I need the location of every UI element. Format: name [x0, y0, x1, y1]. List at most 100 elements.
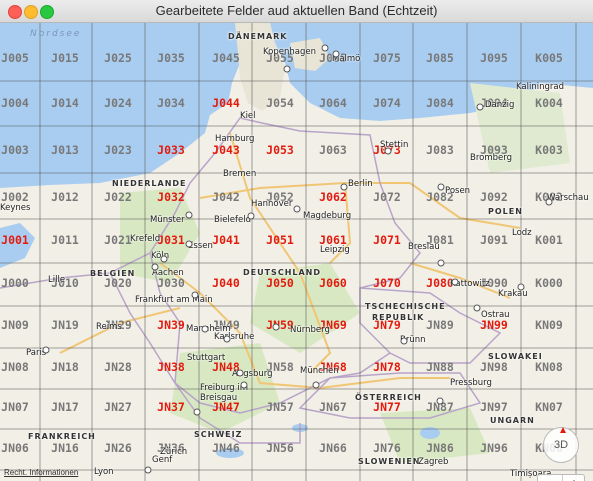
grid-square-label[interactable]: K004	[535, 96, 563, 110]
grid-square-label[interactable]: J062	[319, 190, 347, 204]
grid-square-label[interactable]: K003	[535, 143, 563, 157]
grid-square-label[interactable]: JN96	[480, 441, 508, 455]
grid-square-label[interactable]: JN57	[266, 400, 294, 414]
grid-square-label[interactable]: J034	[157, 96, 185, 110]
grid-square-label[interactable]: J081	[426, 233, 454, 247]
grid-square-label[interactable]: J025	[104, 51, 132, 65]
grid-square-label[interactable]: J063	[319, 143, 347, 157]
grid-square-label[interactable]: J033	[157, 143, 185, 157]
grid-square-label[interactable]: J020	[104, 276, 132, 290]
grid-square-label[interactable]: JN07	[1, 400, 29, 414]
grid-square-label[interactable]: J071	[373, 233, 401, 247]
grid-square-label[interactable]: J010	[51, 276, 79, 290]
grid-square-label[interactable]: J080	[426, 276, 454, 290]
grid-square-label[interactable]: J085	[426, 51, 454, 65]
grid-square-label[interactable]: KN09	[535, 318, 563, 332]
grid-square-label[interactable]: J002	[1, 190, 29, 204]
grid-square-label[interactable]: J095	[480, 51, 508, 65]
grid-square-label[interactable]: J023	[104, 143, 132, 157]
grid-square-label[interactable]: JN38	[157, 360, 185, 374]
grid-square-label[interactable]: J000	[1, 276, 29, 290]
grid-square-label[interactable]: J054	[266, 96, 294, 110]
grid-square-label[interactable]: J005	[1, 51, 29, 65]
grid-square-label[interactable]: JN29	[104, 318, 132, 332]
grid-square-label[interactable]: J064	[319, 96, 347, 110]
grid-square-label[interactable]: J092	[480, 190, 508, 204]
grid-square-label[interactable]: J091	[480, 233, 508, 247]
grid-square-label[interactable]: J024	[104, 96, 132, 110]
grid-square-label[interactable]: J051	[266, 233, 294, 247]
grid-square-label[interactable]: JN68	[319, 360, 347, 374]
grid-square-label[interactable]: J035	[157, 51, 185, 65]
grid-square-label[interactable]: J083	[426, 143, 454, 157]
grid-square-label[interactable]: J004	[1, 96, 29, 110]
maximize-button[interactable]	[40, 5, 54, 19]
grid-square-label[interactable]: JN27	[104, 400, 132, 414]
grid-square-label[interactable]: JN58	[266, 360, 294, 374]
grid-square-label[interactable]: J075	[373, 51, 401, 65]
grid-square-label[interactable]: JN17	[51, 400, 79, 414]
grid-square-label[interactable]: J041	[212, 233, 240, 247]
grid-square-label[interactable]: J021	[104, 233, 132, 247]
grid-square-label[interactable]: J014	[51, 96, 79, 110]
grid-square-label[interactable]: J040	[212, 276, 240, 290]
grid-square-label[interactable]: JN87	[426, 400, 454, 414]
grid-square-label[interactable]: JN28	[104, 360, 132, 374]
grid-square-label[interactable]: JN48	[212, 360, 240, 374]
grid-square-label[interactable]: J015	[51, 51, 79, 65]
grid-square-label[interactable]: J022	[104, 190, 132, 204]
grid-square-label[interactable]: JN19	[51, 318, 79, 332]
grid-square-label[interactable]: JN09	[1, 318, 29, 332]
grid-square-label[interactable]: J044	[212, 96, 240, 110]
zoom-out-button[interactable]: −	[538, 475, 563, 481]
grid-square-label[interactable]: JN06	[1, 441, 29, 455]
grid-square-label[interactable]: JN86	[426, 441, 454, 455]
grid-square-label[interactable]: J032	[157, 190, 185, 204]
grid-square-label[interactable]: JN08	[1, 360, 29, 374]
grid-square-label[interactable]: JN37	[157, 400, 185, 414]
grid-square-label[interactable]: KN07	[535, 400, 563, 414]
grid-square-label[interactable]: JN39	[157, 318, 185, 332]
grid-square-label[interactable]: J060	[319, 276, 347, 290]
minimize-button[interactable]	[24, 5, 38, 19]
grid-square-label[interactable]: J072	[373, 190, 401, 204]
grid-square-label[interactable]: JN99	[480, 318, 508, 332]
grid-square-label[interactable]: JN18	[51, 360, 79, 374]
grid-square-label[interactable]: JN77	[373, 400, 401, 414]
grid-square-label[interactable]: J094	[480, 96, 508, 110]
grid-square-label[interactable]: JN98	[480, 360, 508, 374]
grid-square-label[interactable]: J074	[373, 96, 401, 110]
grid-square-label[interactable]: J052	[266, 190, 294, 204]
grid-square-label[interactable]: JN46	[212, 441, 240, 455]
grid-square-label[interactable]: J082	[426, 190, 454, 204]
grid-square-label[interactable]: JN97	[480, 400, 508, 414]
grid-square-label[interactable]: JN79	[373, 318, 401, 332]
grid-square-label[interactable]: JN47	[212, 400, 240, 414]
grid-square-label[interactable]: J090	[480, 276, 508, 290]
grid-square-label[interactable]: KN08	[535, 360, 563, 374]
grid-square-label[interactable]: J030	[157, 276, 185, 290]
grid-square-label[interactable]: JN88	[426, 360, 454, 374]
grid-square-label[interactable]: J065	[319, 51, 347, 65]
grid-square-label[interactable]: J043	[212, 143, 240, 157]
grid-square-label[interactable]: JN16	[51, 441, 79, 455]
map-view[interactable]: J005 J015 J025 J035 J045 J055 J065 J075 J085 J095…	[0, 23, 593, 481]
grid-square-label[interactable]: J031	[157, 233, 185, 247]
zoom-in-button[interactable]: +	[562, 475, 586, 481]
grid-square-label[interactable]: JN76	[373, 441, 401, 455]
grid-square-label[interactable]: J011	[51, 233, 79, 247]
close-button[interactable]	[8, 5, 22, 19]
grid-square-label[interactable]: J055	[266, 51, 294, 65]
grid-square-label[interactable]: K005	[535, 51, 563, 65]
grid-square-label[interactable]: K002	[535, 190, 563, 204]
grid-square-label[interactable]: J093	[480, 143, 508, 157]
grid-square-label[interactable]: J003	[1, 143, 29, 157]
grid-square-label[interactable]: JN56	[266, 441, 294, 455]
grid-square-label[interactable]: J061	[319, 233, 347, 247]
grid-square-label[interactable]: K001	[535, 233, 563, 247]
grid-square-label[interactable]: J050	[266, 276, 294, 290]
grid-square-label[interactable]: JN26	[104, 441, 132, 455]
grid-square-label[interactable]: JN49	[212, 318, 240, 332]
grid-square-label[interactable]: J012	[51, 190, 79, 204]
grid-square-label[interactable]: JN69	[319, 318, 347, 332]
